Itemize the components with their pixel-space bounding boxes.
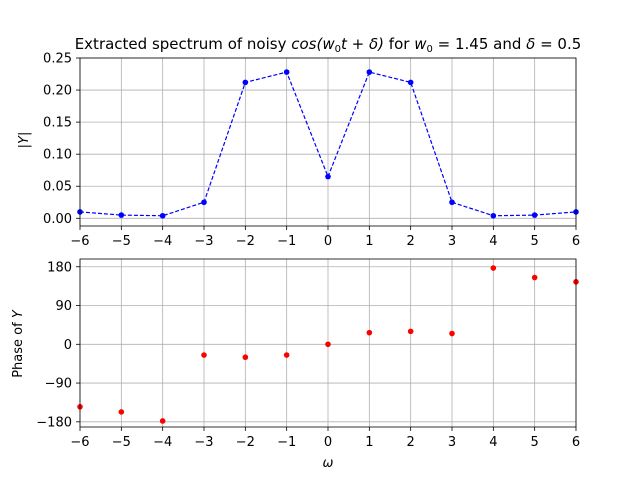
y-tick-label: 0: [64, 338, 72, 353]
data-point: [407, 328, 414, 335]
data-point: [531, 274, 538, 281]
x-tick-label: 5: [531, 234, 539, 249]
x-tick-label: −6: [70, 234, 89, 249]
title-part: ): [377, 35, 384, 53]
x-tick-label: −3: [194, 435, 213, 450]
title-part: = 1.45 and: [433, 35, 526, 53]
y-tick-label: 180: [47, 260, 72, 275]
data-point: [201, 352, 207, 358]
x-tick-label: −5: [112, 234, 131, 249]
data-point: [118, 409, 125, 415]
data-point: [325, 341, 331, 348]
data-point: [242, 354, 249, 361]
x-tick-label: −6: [70, 435, 89, 450]
plot-frame-phase: [79, 258, 577, 428]
title-part: δ: [369, 35, 378, 53]
data-point: [490, 265, 497, 271]
data-point: [366, 69, 373, 75]
phase-panel: Phase of Y ω −6 −5 −4 −3 −2 −1 0 1 2 3 4 5 6 −180 −90 0…: [11, 258, 580, 471]
y-tick-label: 0.05: [43, 180, 72, 195]
data-point: [449, 330, 455, 337]
x-tick-label: −2: [236, 234, 255, 249]
ticks-magnitude: −6 −5 −4 −3 −2 −1 0 1 2 3 4 5 6 0.00 0.05 0.10 0.15 0.20 0…: [43, 52, 580, 250]
y-tick-label: 0.20: [43, 84, 72, 99]
x-tick-label: 0: [324, 234, 332, 249]
x-tick-label: 4: [489, 435, 497, 450]
x-tick-label: −3: [194, 234, 213, 249]
y-tick-label: 90: [55, 299, 72, 314]
x-tick-label: 6: [572, 435, 580, 450]
data-point: [449, 199, 455, 206]
x-tick-label: −2: [236, 435, 255, 450]
title-part: = 0.5: [535, 35, 581, 53]
y-axis-label-magnitude: |Y|: [17, 132, 32, 149]
data-point: [201, 199, 207, 206]
y-tick-label: 0.15: [43, 116, 72, 131]
x-tick-label: 5: [531, 435, 539, 450]
x-tick-label: 2: [407, 435, 415, 450]
x-tick-label: 1: [365, 234, 373, 249]
x-axis-label: ω: [323, 456, 334, 471]
chart-title: Extracted spectrum of noisy cos(w0t + δ)…: [75, 35, 582, 55]
title-part: w: [322, 35, 335, 53]
x-tick-label: 3: [448, 234, 456, 249]
data-point: [283, 352, 290, 358]
x-tick-label: −4: [153, 435, 172, 450]
data-point: [366, 329, 373, 336]
data-point: [159, 418, 166, 424]
data-point: [325, 173, 331, 180]
title-part: w: [414, 35, 427, 53]
magnitude-panel: Extracted spectrum of noisy cos(w0t + δ)…: [17, 35, 581, 249]
x-tick-label: −1: [277, 435, 296, 450]
y-axis-label-phase: Phase of Y: [11, 309, 26, 378]
x-tick-label: 0: [324, 435, 332, 450]
y-tick-label: −180: [36, 415, 72, 430]
data-point: [407, 79, 414, 86]
x-tick-label: 1: [365, 435, 373, 450]
x-tick-label: 6: [572, 234, 580, 249]
ylabel-part: Phase of: [11, 318, 26, 378]
data-point: [531, 212, 538, 218]
x-tick-label: 4: [489, 234, 497, 249]
ticks-phase: −6 −5 −4 −3 −2 −1 0 1 2 3 4 5 6 −180 −90 0 90 180: [36, 260, 580, 450]
title-part: δ: [526, 35, 535, 53]
x-tick-label: −5: [112, 435, 131, 450]
data-point: [159, 212, 166, 219]
data-point: [283, 69, 290, 75]
series-magnitude: [77, 69, 579, 219]
data-point: [242, 79, 249, 86]
x-tick-label: 3: [448, 435, 456, 450]
y-tick-label: 0.25: [43, 52, 72, 67]
title-part: cos(: [291, 35, 323, 53]
title-part: 0: [426, 44, 432, 55]
y-tick-label: 0.00: [43, 212, 72, 227]
plot-frame-magnitude: [79, 57, 577, 227]
data-point: [490, 212, 497, 219]
ylabel-part: Y: [11, 309, 26, 318]
x-tick-label: −1: [277, 234, 296, 249]
grid-magnitude: [79, 57, 577, 226]
x-tick-label: −4: [153, 234, 172, 249]
y-tick-label: −90: [45, 377, 72, 392]
title-part: t +: [341, 35, 369, 53]
y-tick-label: 0.10: [43, 148, 72, 163]
data-point: [118, 212, 125, 218]
x-tick-label: 2: [407, 234, 415, 249]
title-part: for: [384, 35, 414, 53]
title-part: 0: [335, 44, 341, 55]
title-part: Extracted spectrum of noisy: [75, 35, 292, 53]
